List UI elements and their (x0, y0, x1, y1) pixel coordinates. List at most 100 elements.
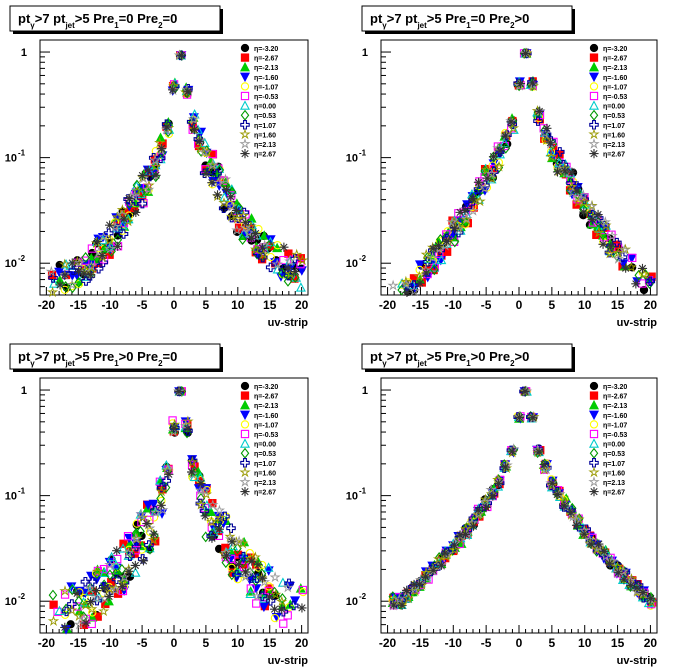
data-point (162, 122, 172, 132)
data-point (87, 576, 98, 587)
data-point (468, 521, 479, 531)
data-point (270, 588, 282, 600)
legend-marker (240, 420, 250, 429)
data-point (296, 266, 307, 276)
data-point (283, 263, 293, 273)
data-point (206, 531, 216, 541)
x-tick-label: -20 (38, 636, 56, 650)
data-point (212, 176, 225, 188)
chart-title-part: >0 Pre (119, 349, 158, 364)
data-point (99, 564, 109, 574)
title-box-frame (9, 343, 221, 370)
chart-title-part: jet (416, 359, 427, 368)
data-point (284, 249, 293, 258)
data-point (243, 226, 255, 238)
data-point (283, 270, 294, 281)
chart-panel: ptγ>7 ptjet>5 Pre1=0 Pre2>0-20 -15 -10 -5 0 5… (346, 5, 658, 329)
data-point (467, 204, 479, 216)
data-point (628, 253, 637, 262)
legend-marker (240, 43, 250, 53)
data-point (533, 116, 543, 126)
data-point (278, 593, 287, 605)
chart-title-part: >0 (515, 11, 530, 26)
y-tick-label: 10 (5, 258, 17, 270)
chart-title-part: jet (64, 359, 75, 368)
data-point (164, 469, 174, 479)
chart-title: ptγ>7 ptjet>5 Pre1=0 Pre2=0 (18, 11, 177, 30)
data-point (500, 131, 510, 141)
data-point (612, 250, 622, 262)
data-point (227, 563, 236, 572)
x-tick-label: -20 (379, 298, 397, 312)
data-point (67, 584, 77, 596)
data-point (245, 588, 256, 599)
data-point (66, 604, 78, 616)
data-point (455, 530, 465, 540)
legend-marker (589, 53, 599, 62)
x-tick-label: 20 (644, 636, 658, 650)
chart-title-part: jet (64, 21, 75, 30)
data-point (297, 603, 307, 613)
x-axis-label: uv-strip (268, 655, 309, 667)
chart-title-part: jet (416, 21, 427, 30)
data-point (492, 473, 504, 485)
data-point (413, 270, 425, 282)
y-tick-label: 1 (21, 47, 27, 59)
data-point (238, 556, 248, 568)
legend-marker (589, 43, 599, 53)
chart-title-part: =0 Pre (119, 11, 158, 26)
data-point (440, 548, 450, 558)
legend-label: η=0.53 (254, 113, 276, 120)
x-tick-label: 0 (516, 636, 523, 650)
data-point (231, 570, 242, 580)
legend-marker (589, 458, 599, 468)
data-point (276, 595, 288, 607)
chart-panel: ptγ>7 ptjet>5 Pre1>0 Pre2=0-20 -15 -10 -5 0 5… (5, 343, 309, 667)
data-point (182, 415, 194, 427)
data-point (238, 233, 247, 245)
data-point (79, 263, 91, 275)
data-point (169, 423, 179, 434)
data-point (144, 540, 154, 550)
data-point (195, 498, 207, 510)
x-tick-label: -15 (412, 636, 430, 650)
data-point (599, 546, 609, 556)
data-point (586, 539, 596, 549)
data-point (460, 529, 471, 540)
data-point (579, 529, 589, 539)
x-tick-label: -20 (379, 636, 397, 650)
data-point (559, 501, 569, 511)
chart-title: ptγ>7 ptjet>5 Pre1>0 Pre2>0 (370, 349, 529, 368)
x-tick-label: 15 (611, 298, 625, 312)
legend-label: η=-2.13 (603, 403, 627, 410)
data-point (183, 87, 193, 97)
data-point (258, 602, 269, 613)
x-tick-label: 20 (644, 298, 658, 312)
data-point (45, 265, 57, 277)
legend-marker (240, 447, 250, 459)
legend-label: η=-1.07 (603, 84, 627, 91)
data-point (402, 592, 414, 604)
data-point (593, 226, 605, 238)
legend-label: η=-3.20 (603, 384, 627, 391)
data-point (93, 263, 104, 274)
data-point (74, 595, 84, 607)
legend-marker (240, 458, 250, 468)
data-point (200, 511, 210, 521)
data-point (207, 533, 217, 543)
data-point (53, 607, 62, 617)
data-point (528, 413, 538, 423)
y-tick-exponent: -2 (359, 592, 367, 601)
legend-label: η=2.13 (254, 142, 276, 149)
data-point (196, 492, 206, 504)
data-point (231, 224, 243, 236)
data-point (91, 565, 104, 577)
data-point (578, 196, 591, 207)
data-point (567, 167, 577, 177)
legend-label: η=-3.20 (254, 384, 278, 391)
data-point (567, 510, 579, 522)
chart-title-part: >7 pt (35, 349, 66, 364)
data-points (387, 385, 658, 611)
data-point (138, 556, 149, 566)
x-tick-label: 15 (263, 298, 277, 312)
